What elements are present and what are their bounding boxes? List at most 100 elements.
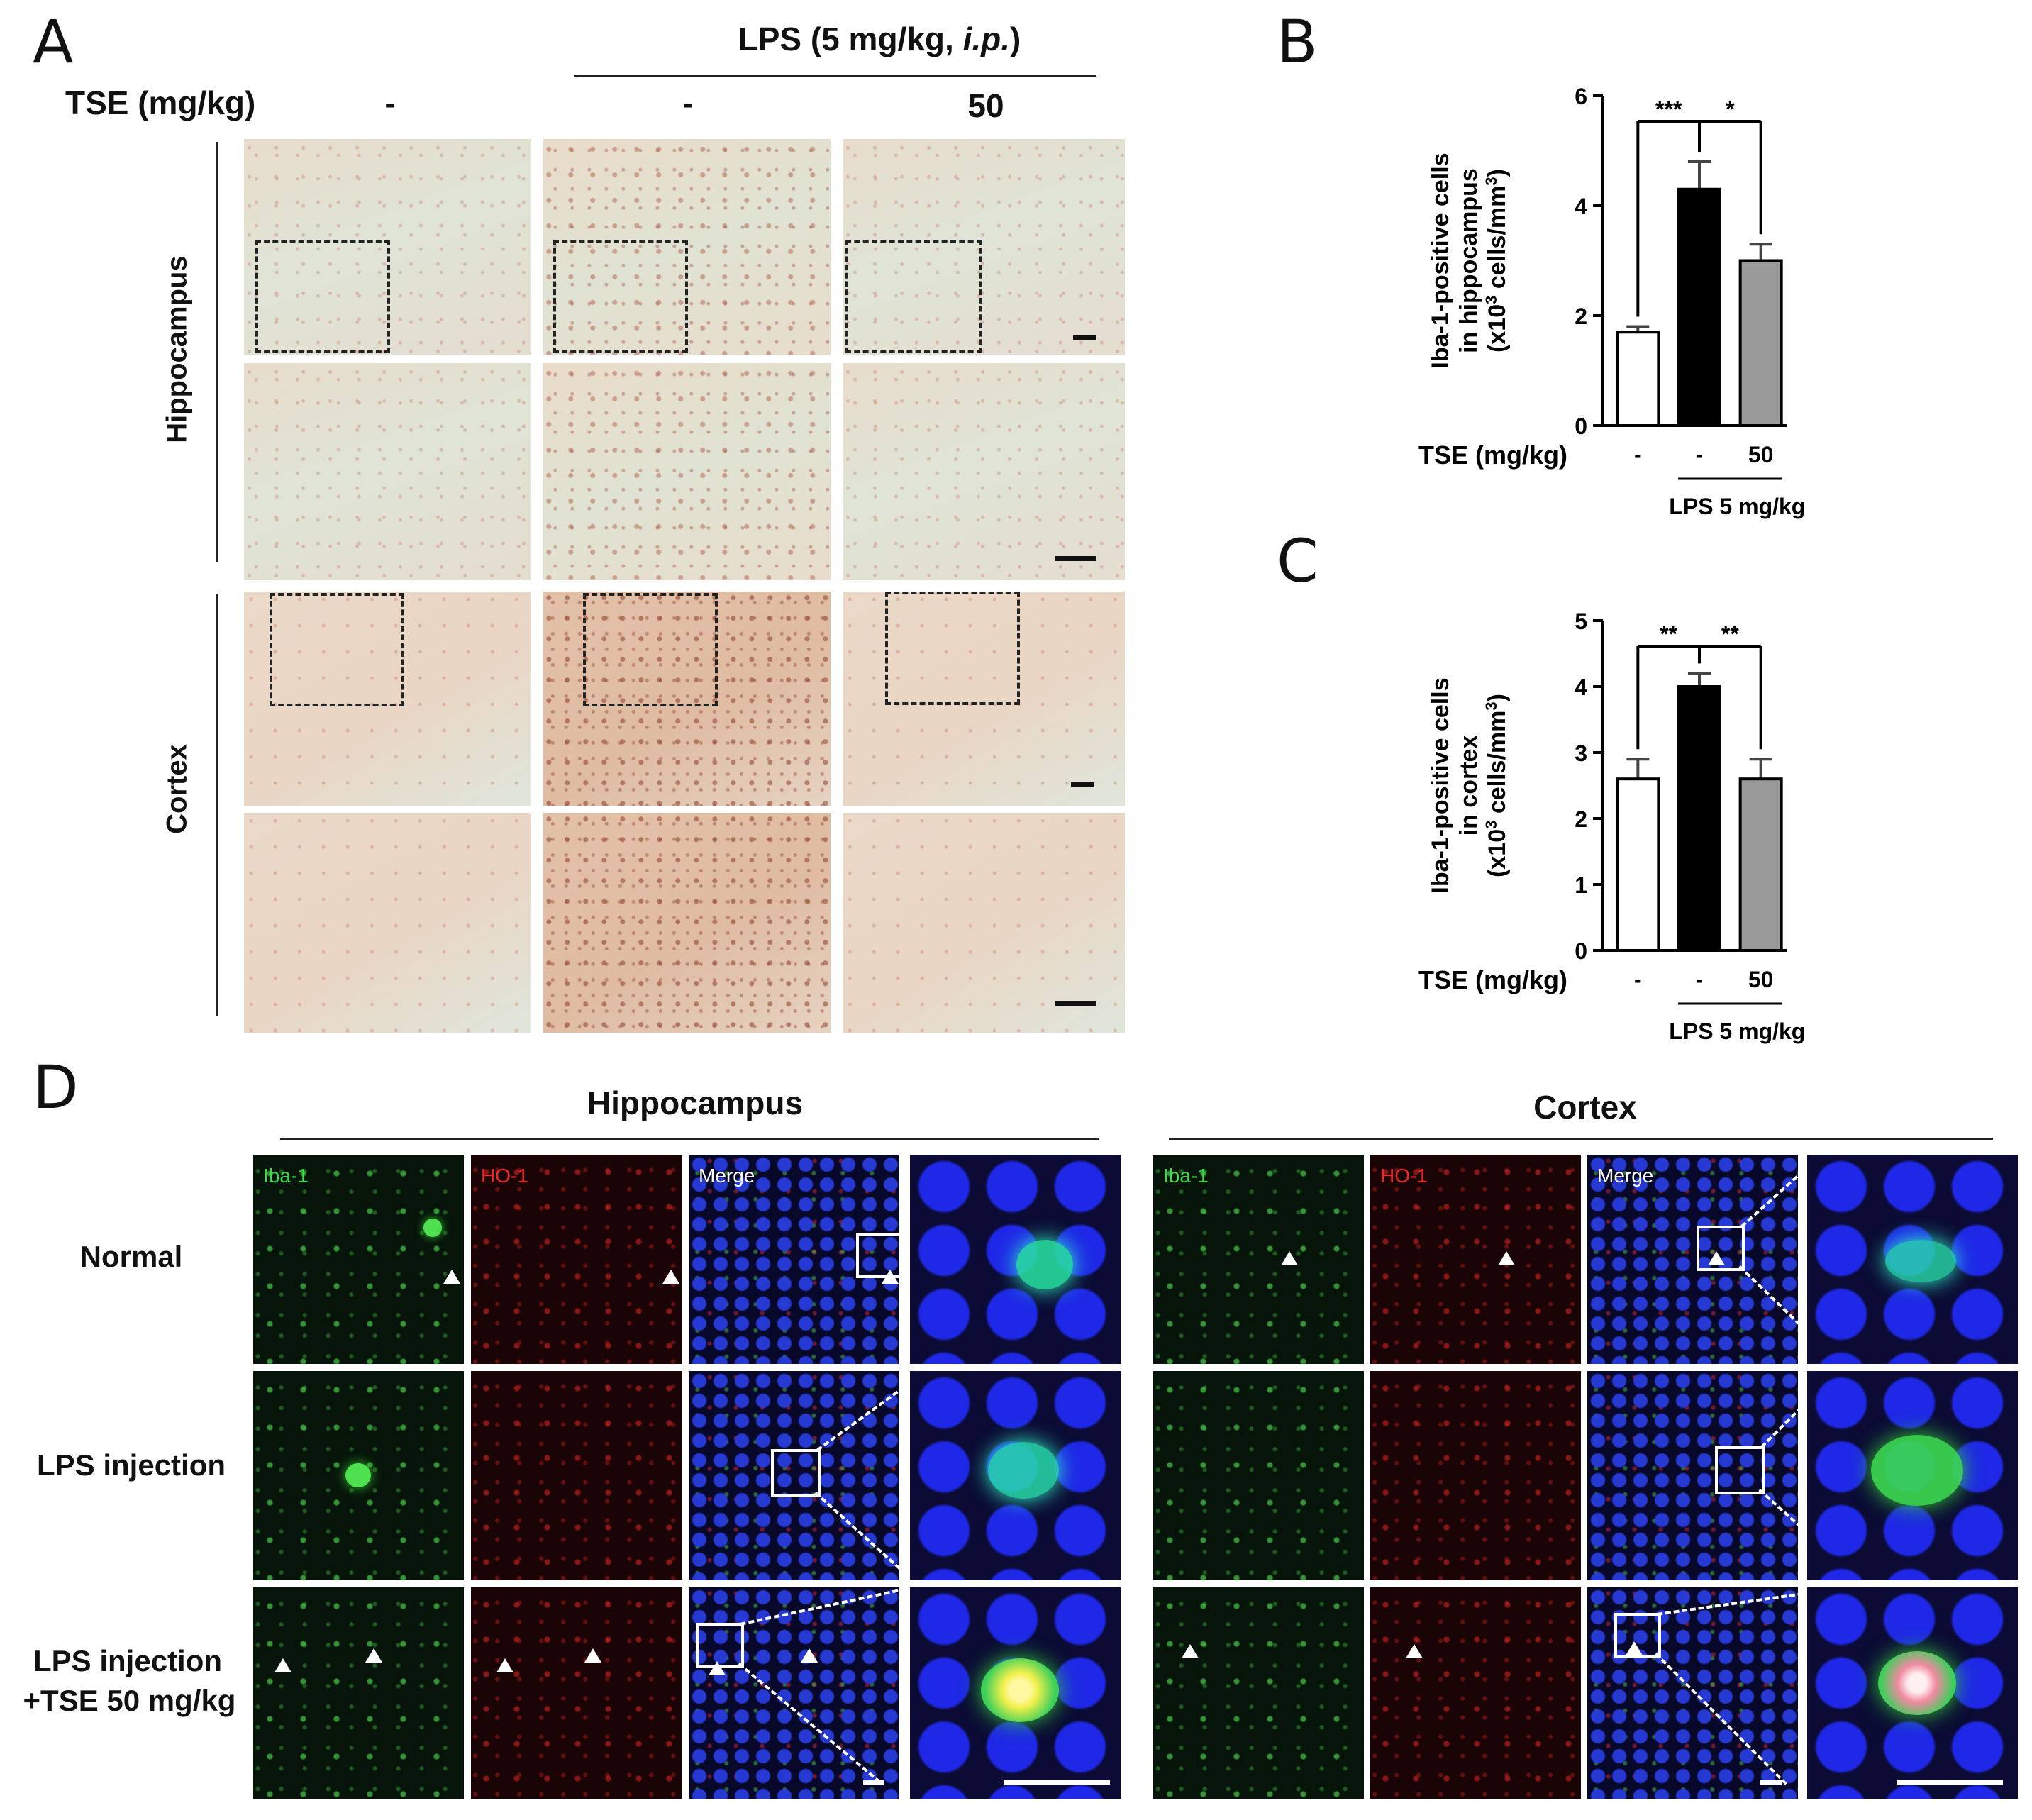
microglia-cell: [981, 1658, 1059, 1722]
scale-bar: [1004, 1780, 1110, 1785]
arrowhead-icon: [1626, 1641, 1643, 1655]
if-hip-lps-merge: [689, 1371, 899, 1580]
ihc-cortex-high-lps: [543, 813, 831, 1033]
y-axis-label-line1: Iba-1-positive cells: [1427, 677, 1454, 893]
arrowhead-icon: [584, 1648, 601, 1663]
y-axis-label-part: (x10: [1484, 829, 1511, 877]
ihc-cortex-high-tse: [843, 813, 1125, 1033]
if-hip-tse-merge: [689, 1587, 899, 1799]
lps-header: LPS (5 mg/kg, i.p.): [624, 20, 1135, 58]
hippocampus-label: Hippocampus: [161, 255, 193, 443]
if-ctx-lps-zoom: [1807, 1371, 2018, 1580]
arrowhead-icon: [496, 1658, 513, 1672]
microglia-cell: [423, 1219, 442, 1237]
x-tick-label: -: [1696, 442, 1704, 467]
zoom-box: [1697, 1226, 1745, 1271]
d-cortex-line: [1169, 1138, 1993, 1140]
d-hippocampus-header: Hippocampus: [587, 1084, 804, 1121]
ihc-cortex-low-ctrl: [244, 592, 531, 806]
arrowhead-icon: [274, 1658, 292, 1672]
if-hip-normal-iba1: Iba-1: [253, 1155, 464, 1364]
y-axis-label-group: Iba-1-positive cells in cortex(x10 3 cells…: [1427, 677, 1511, 893]
x-tick-label: -: [1696, 967, 1704, 992]
inset-box: [583, 593, 718, 706]
if-hip-tse-zoom: [910, 1587, 1121, 1799]
cortex-bracket: [216, 594, 218, 1016]
microglia-cell: [1878, 1651, 1956, 1715]
y-tick-label: 5: [1575, 609, 1587, 634]
zoom-guide-line: [1758, 1489, 1798, 1563]
y-axis-label-part: cells/mm: [1484, 711, 1511, 821]
zoom-guide-line: [816, 1390, 899, 1452]
ihc-cortex-high-ctrl: [244, 813, 531, 1033]
arrowhead-icon: [1708, 1251, 1725, 1265]
inset-box: [885, 592, 1020, 705]
zoom-box: [771, 1449, 821, 1497]
arrowhead-icon: [1406, 1644, 1423, 1658]
row-label-lps-tse-line1: LPS injection: [33, 1644, 223, 1677]
bar: [1616, 331, 1660, 427]
sig-marker: **: [1721, 621, 1739, 647]
y-axis-label-part: ): [1484, 169, 1511, 177]
inset-box: [270, 593, 404, 706]
y-tick-label: 1: [1575, 872, 1587, 898]
y-tick-label: 6: [1575, 84, 1587, 109]
hippocampus-bracket: [216, 142, 218, 562]
channel-label-merge: Merge: [699, 1165, 755, 1187]
bar: [1738, 259, 1783, 427]
scale-bar: [1073, 335, 1096, 340]
if-ctx-tse-merge: [1587, 1587, 1798, 1799]
panel-label-b: B: [1277, 7, 1318, 77]
inset-box: [845, 240, 982, 353]
y-tick-label: 2: [1575, 806, 1587, 832]
if-hip-normal-ho1: HO-1: [471, 1155, 682, 1364]
if-hip-tse-ho1: [471, 1587, 682, 1799]
scale-bar: [863, 1780, 884, 1785]
if-hip-normal-merge: Merge: [689, 1155, 899, 1364]
y-axis-label-line2: in cortex: [1455, 736, 1482, 836]
ihc-hippocampus-high-lps: [543, 363, 831, 580]
row-label-normal: Normal: [79, 1240, 183, 1273]
lps-header-line: [574, 75, 1096, 77]
inset-box: [255, 240, 390, 353]
if-hip-tse-iba1: [253, 1587, 464, 1799]
x-row-label: TSE (mg/kg): [1418, 965, 1567, 994]
arrowhead-icon: [443, 1270, 460, 1284]
zoom-box: [1715, 1446, 1765, 1494]
bar: [1677, 685, 1721, 952]
zoom-guide-line: [1738, 1265, 1798, 1356]
tse-value-50: 50: [967, 87, 1004, 124]
zoom-guide-line: [1760, 1376, 1798, 1448]
y-axis-label-superscript: 3: [1482, 701, 1500, 710]
x-tick-label: 50: [1748, 967, 1774, 992]
zoom-box: [856, 1233, 899, 1278]
y-tick-label: 2: [1575, 304, 1587, 329]
panel-label-c: C: [1277, 526, 1318, 596]
lps-header-ip: i.p.: [962, 21, 1011, 57]
scale-bar: [1760, 1780, 1782, 1785]
y-tick-label: 0: [1575, 938, 1587, 964]
d-hippocampus-line: [280, 1138, 1099, 1140]
y-tick-label: 4: [1575, 675, 1587, 700]
lps-header-text: LPS (5 mg/kg,: [738, 21, 963, 57]
scale-bar: [1897, 1780, 2003, 1785]
if-hip-lps-zoom: [910, 1371, 1121, 1580]
bar: [1616, 777, 1660, 953]
tse-label: TSE (mg/kg): [65, 84, 256, 121]
channel-label-iba1: Iba-1: [263, 1165, 309, 1187]
if-ctx-tse-zoom: [1807, 1587, 2018, 1799]
ihc-hippocampus-high-tse: [843, 363, 1125, 580]
arrowhead-icon: [882, 1270, 899, 1284]
x-row-label: TSE (mg/kg): [1418, 440, 1567, 470]
microglia-cell: [1016, 1240, 1073, 1289]
zoom-guide-line: [1655, 1653, 1787, 1785]
zoom-guide-line: [1657, 1591, 1798, 1616]
if-ctx-tse-iba1: [1153, 1587, 1364, 1799]
scale-bar: [1055, 556, 1096, 561]
arrowhead-icon: [662, 1270, 679, 1284]
cortex-label: Cortex: [161, 744, 193, 834]
inset-box: [553, 240, 688, 353]
if-hip-lps-iba1: [253, 1371, 464, 1580]
channel-label-ho1: HO-1: [481, 1165, 528, 1187]
if-ctx-lps-merge: [1587, 1371, 1798, 1580]
